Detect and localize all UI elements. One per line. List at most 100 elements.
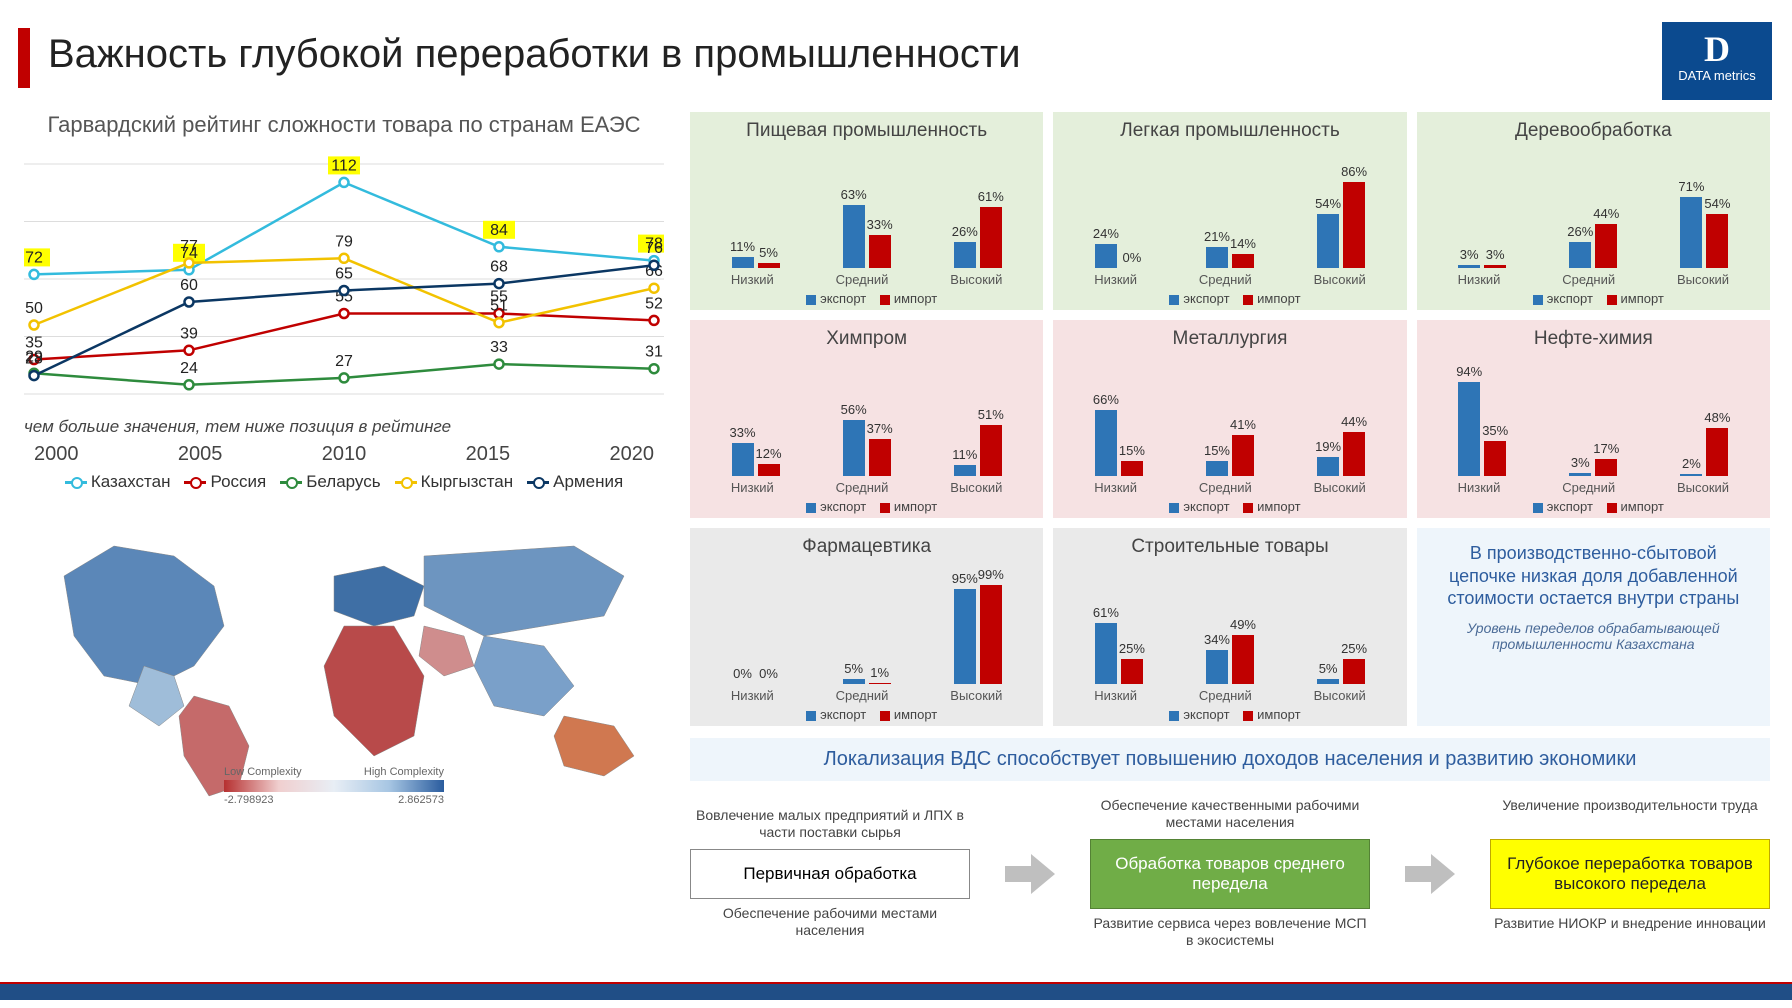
mini-legend: экспорт импорт <box>1063 499 1396 514</box>
bar-pair: 94% 35% <box>1432 382 1532 476</box>
bar-pair: 34% 49% <box>1180 635 1280 684</box>
svg-text:51: 51 <box>490 298 508 315</box>
mini-bars: 11% 5% 63% 33% 26% 61% <box>700 148 1033 268</box>
line-chart: 7274112847835395555522924273331507779516… <box>24 144 664 404</box>
year-label: 2000 <box>34 443 79 466</box>
left-column: Гарвардский рейтинг сложности товара по … <box>24 112 664 806</box>
bar-pair: 11% 51% <box>928 425 1028 476</box>
import-bar: 44% <box>1343 432 1365 476</box>
world-map: Low Complexity High Complexity -2.798923… <box>24 506 664 806</box>
svg-text:33: 33 <box>490 339 508 356</box>
mini-legend: экспорт импорт <box>700 707 1033 722</box>
industry-panel: Нефте-химия 94% 35% 3% 17% 2% 48% Низкий… <box>1417 320 1770 518</box>
panel-title: Деревообработка <box>1427 120 1760 142</box>
mini-categories: НизкийСреднийВысокий <box>700 688 1033 703</box>
svg-text:31: 31 <box>645 344 663 361</box>
export-bar: 5% <box>1317 679 1339 684</box>
import-bar: 33% <box>869 235 891 268</box>
year-label: 2005 <box>178 443 223 466</box>
bar-pair: 56% 37% <box>817 420 917 476</box>
bar-pair: 19% 44% <box>1291 432 1391 476</box>
svg-text:39: 39 <box>180 326 198 343</box>
map-low-label: Low Complexity <box>224 766 302 778</box>
export-bar: 63% <box>843 205 865 268</box>
svg-text:84: 84 <box>490 222 508 239</box>
stage-below: Обеспечение рабочими местами населения <box>690 905 970 941</box>
right-column: Пищевая промышленность 11% 5% 63% 33% 26… <box>690 112 1770 951</box>
mini-legend: экспорт импорт <box>1427 499 1760 514</box>
flow-stage: Обеспечение качественными рабочими места… <box>1090 797 1370 951</box>
bar-pair: 63% 33% <box>817 205 917 268</box>
import-bar: 25% <box>1121 659 1143 684</box>
svg-text:72: 72 <box>25 250 43 267</box>
svg-text:27: 27 <box>335 353 353 370</box>
industry-panel: Металлургия 66% 15% 15% 41% 19% 44% Низк… <box>1053 320 1406 518</box>
export-bar: 19% <box>1317 457 1339 476</box>
map-high-label: High Complexity <box>364 766 444 778</box>
bar-pair: 61% 25% <box>1069 623 1169 684</box>
bar-pair: 24% 0% <box>1069 244 1169 268</box>
panel-title: Строительные товары <box>1063 536 1396 558</box>
bar-pair: 26% 61% <box>928 207 1028 268</box>
map-max: 2.862573 <box>398 794 444 806</box>
year-label: 2010 <box>322 443 367 466</box>
logo-text: DATA metrics <box>1662 68 1772 83</box>
mini-categories: НизкийСреднийВысокий <box>700 480 1033 495</box>
summary-textbox: В производственно-сбытовой цепочке низка… <box>1417 528 1770 726</box>
svg-text:77: 77 <box>180 238 198 255</box>
linechart-title: Гарвардский рейтинг сложности товара по … <box>24 112 664 138</box>
linechart-note: чем больше значения, тем ниже позиция в … <box>24 417 664 437</box>
bar-pair: 3% 17% <box>1543 459 1643 476</box>
import-bar: 48% <box>1706 428 1728 476</box>
mini-bars: 24% 0% 21% 14% 54% 86% <box>1063 148 1396 268</box>
export-bar: 26% <box>954 242 976 268</box>
import-bar: 37% <box>869 439 891 476</box>
mini-legend: экспорт импорт <box>700 499 1033 514</box>
stage-above: Увеличение производительности труда <box>1490 797 1770 833</box>
stage-above: Вовлечение малых предприятий и ЛПХ в час… <box>690 807 970 843</box>
panel-title: Легкая промышленность <box>1063 120 1396 142</box>
import-bar: 14% <box>1232 254 1254 268</box>
mini-categories: НизкийСреднийВысокий <box>1063 688 1396 703</box>
bar-pair: 66% 15% <box>1069 410 1169 476</box>
year-label: 2015 <box>466 443 511 466</box>
export-bar: 95% <box>954 589 976 684</box>
import-bar: 54% <box>1706 214 1728 268</box>
bar-pair: 3% 3% <box>1432 265 1532 268</box>
bar-pair: 95% 99% <box>928 585 1028 684</box>
import-bar: 41% <box>1232 435 1254 476</box>
stage-above: Обеспечение качественными рабочими места… <box>1090 797 1370 833</box>
page-title: Важность глубокой переработки в промышле… <box>48 32 1021 77</box>
import-bar: 1% <box>869 683 891 684</box>
map-svg <box>24 506 664 806</box>
export-bar: 54% <box>1317 214 1339 268</box>
panel-grid: Пищевая промышленность 11% 5% 63% 33% 26… <box>690 112 1770 726</box>
import-bar: 44% <box>1595 224 1617 268</box>
stage-box: Глубокое переработка товаров высокого пе… <box>1490 839 1770 909</box>
banner: Локализация ВДС способствует повышению д… <box>690 738 1770 781</box>
panel-title: Пищевая промышленность <box>700 120 1033 142</box>
import-bar: 86% <box>1343 182 1365 268</box>
map-min: -2.798923 <box>224 794 274 806</box>
export-bar: 26% <box>1569 242 1591 268</box>
mini-categories: НизкийСреднийВысокий <box>1063 480 1396 495</box>
mini-legend: экспорт импорт <box>700 291 1033 306</box>
summary-sub: Уровень переделов обрабатывающей промышл… <box>1435 620 1752 652</box>
linechart-legend: КазахстанРоссияБеларусьКыргызстанАрмения <box>24 472 664 492</box>
stage-below: Развитие сервиса через вовлечение МСП в … <box>1090 915 1370 951</box>
import-bar: 25% <box>1343 659 1365 684</box>
export-bar: 2% <box>1680 474 1702 476</box>
mini-bars: 94% 35% 3% 17% 2% 48% <box>1427 356 1760 476</box>
bar-pair: 11% 5% <box>706 257 806 268</box>
export-bar: 11% <box>954 465 976 476</box>
summary-big: В производственно-сбытовой цепочке низка… <box>1435 542 1752 610</box>
legend-item: Кыргызстан <box>395 472 514 492</box>
bar-pair: 71% 54% <box>1654 197 1754 268</box>
mini-legend: экспорт импорт <box>1063 707 1396 722</box>
industry-panel: Химпром 33% 12% 56% 37% 11% 51% НизкийСр… <box>690 320 1043 518</box>
legend-item: Россия <box>184 472 266 492</box>
bar-pair: 26% 44% <box>1543 224 1643 268</box>
legend-item: Армения <box>527 472 623 492</box>
panel-title: Химпром <box>700 328 1033 350</box>
year-label: 2020 <box>610 443 655 466</box>
